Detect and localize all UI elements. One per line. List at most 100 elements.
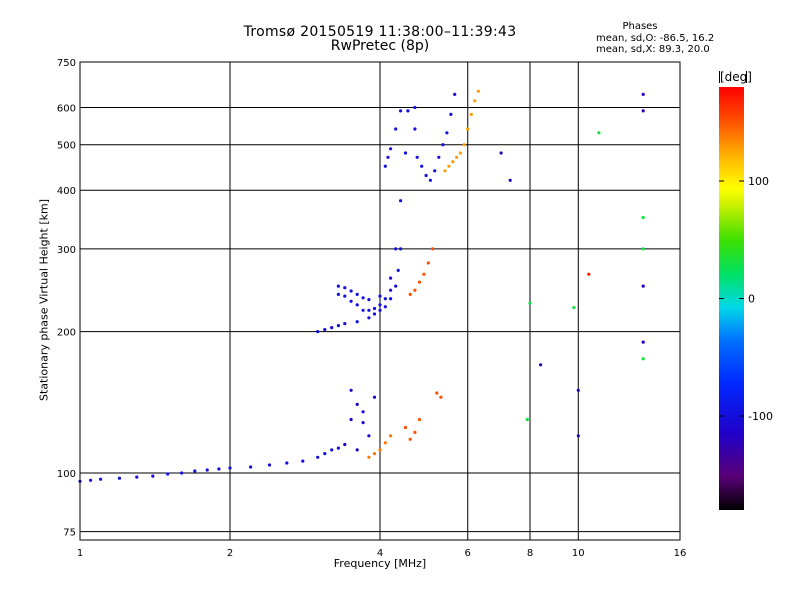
data-point	[641, 357, 645, 361]
y-tick-label: 750	[57, 58, 76, 69]
data-point	[415, 155, 419, 159]
data-point	[135, 475, 139, 479]
data-point	[403, 151, 408, 155]
data-point	[413, 127, 417, 131]
data-point	[389, 297, 393, 301]
data-point	[166, 472, 170, 476]
data-point	[408, 437, 412, 441]
data-point	[576, 388, 580, 392]
data-point	[396, 268, 400, 272]
data-point	[378, 294, 382, 298]
data-point	[426, 261, 430, 265]
data-point	[597, 131, 601, 135]
phase-colorbar	[719, 87, 744, 510]
data-point	[399, 247, 403, 251]
data-point	[349, 417, 353, 422]
data-point	[449, 112, 453, 116]
data-point	[355, 303, 359, 307]
data-point	[403, 425, 408, 430]
x-tick-label: 16	[674, 548, 687, 559]
data-point	[336, 284, 340, 288]
y-tick-label: 200	[57, 328, 76, 339]
data-point	[641, 109, 645, 113]
data-point	[417, 417, 422, 422]
data-point	[447, 164, 451, 168]
data-point	[361, 421, 365, 425]
data-point	[378, 448, 382, 452]
data-point	[413, 105, 417, 110]
data-point	[641, 247, 645, 251]
data-point	[508, 178, 512, 182]
data-point	[641, 92, 645, 96]
data-point	[399, 199, 403, 203]
data-point	[394, 247, 398, 251]
phases-title: Phases	[622, 21, 658, 32]
data-point	[394, 127, 398, 131]
data-point	[217, 467, 221, 471]
x-tick-label: 10	[572, 548, 585, 559]
data-point	[399, 109, 403, 113]
data-point	[462, 143, 466, 147]
data-point	[343, 442, 347, 447]
data-point	[367, 434, 371, 438]
data-point	[349, 388, 353, 392]
phases-o-stats: mean, sd,O: -86.5, 16.2	[596, 33, 715, 44]
x-tick-label: 8	[527, 548, 533, 559]
plot-frame	[79, 61, 681, 541]
data-point	[413, 288, 417, 292]
y-tick-label: 600	[57, 104, 76, 115]
data-point	[389, 147, 393, 151]
y-tick-label: 500	[57, 141, 76, 152]
data-point	[437, 155, 441, 159]
data-point	[473, 99, 477, 103]
axis-ticks: 1 2 4 6 8 10 16 75 100 200 300 400 500 600 750	[57, 58, 686, 559]
data-point	[443, 169, 447, 173]
data-point	[372, 306, 377, 311]
data-point	[441, 143, 445, 147]
grid-lines	[80, 62, 680, 540]
data-point	[458, 151, 462, 155]
data-point	[572, 306, 576, 310]
data-point	[343, 286, 347, 290]
colorbar-unit: [deg]	[719, 70, 752, 84]
data-point	[383, 297, 387, 301]
data-point	[466, 127, 470, 131]
data-point	[431, 247, 435, 251]
data-point	[343, 294, 347, 298]
data-point	[372, 395, 377, 399]
data-point	[383, 305, 387, 309]
data-point	[361, 308, 365, 312]
data-point	[435, 391, 439, 395]
data-point	[539, 363, 543, 367]
x-tick-label: 1	[77, 548, 83, 559]
data-point	[378, 303, 382, 307]
x-tick-label: 6	[465, 548, 471, 559]
data-point	[417, 280, 422, 284]
data-point	[323, 452, 327, 456]
data-point	[285, 461, 289, 465]
data-point	[355, 448, 359, 452]
y-tick-label: 100	[57, 469, 76, 480]
y-tick-label: 75	[63, 528, 76, 539]
data-point	[389, 276, 393, 280]
data-point	[205, 468, 209, 472]
data-point	[336, 446, 340, 450]
chart-subtitle: RwPretec (8p)	[330, 38, 430, 54]
data-point	[89, 478, 93, 482]
data-points	[78, 89, 645, 483]
data-point	[420, 164, 424, 168]
data-point	[355, 320, 359, 324]
phases-x-stats: mean, sd,X: 89.3, 20.0	[596, 44, 710, 55]
data-point	[349, 299, 353, 303]
data-point	[336, 324, 340, 328]
data-point	[641, 215, 645, 220]
data-point	[389, 288, 393, 292]
data-point	[99, 477, 103, 481]
data-point	[323, 328, 327, 332]
data-point	[316, 330, 320, 334]
data-point	[367, 308, 371, 312]
y-tick-label: 400	[57, 186, 76, 197]
data-point	[383, 164, 387, 168]
data-point	[316, 455, 320, 459]
